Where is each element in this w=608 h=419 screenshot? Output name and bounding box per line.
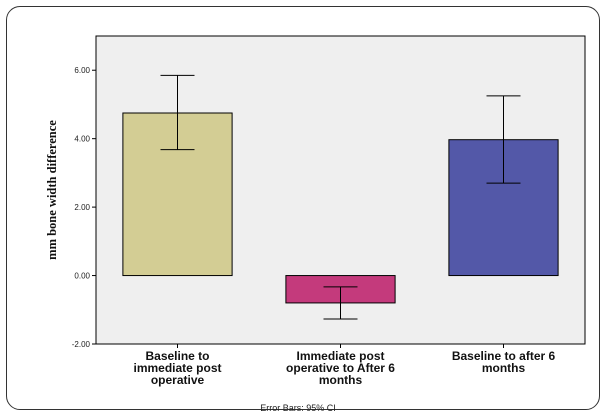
- error-bars-note: Error Bars: 95% CI: [260, 403, 336, 413]
- category-label: Immediate post operative to After 6 months: [286, 349, 395, 387]
- y-tick-label: 0.00: [74, 272, 90, 281]
- y-tick-label: 4.00: [74, 135, 90, 144]
- y-tick-label: 6.00: [74, 66, 90, 75]
- category-label: Baseline to after 6 months: [452, 349, 556, 375]
- y-axis-label: mm bone width difference: [45, 120, 59, 260]
- y-tick-label: -2.00: [72, 340, 91, 349]
- y-tick-label: 2.00: [74, 203, 90, 212]
- category-label: Baseline to immediate post operative: [133, 349, 221, 387]
